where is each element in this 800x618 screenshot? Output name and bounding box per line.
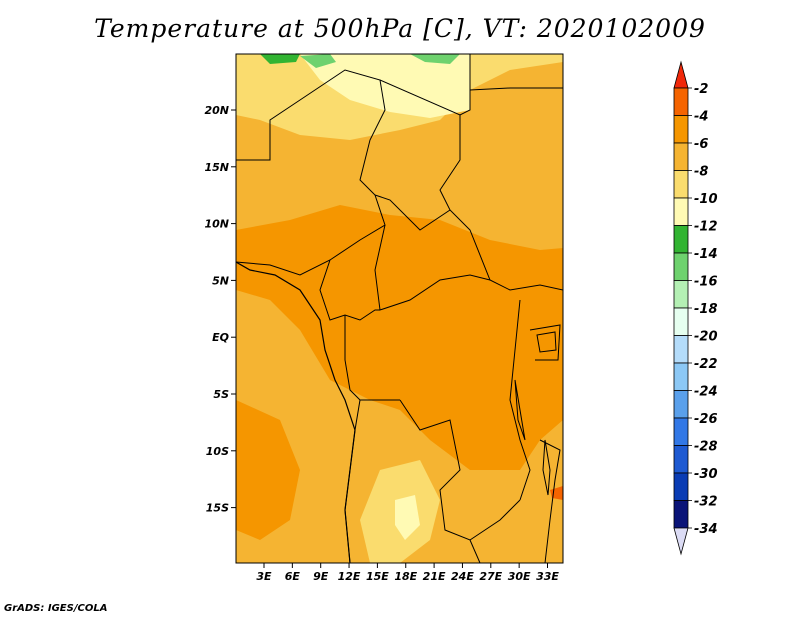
lat-tick-label: 5S [213, 388, 229, 401]
colorbar-label: -26 [694, 412, 718, 427]
lat-tick-label: 15N [204, 161, 229, 174]
colorbar-bottom-arrow [673, 527, 689, 556]
colorbar-label: -16 [694, 275, 718, 290]
colorbar-box [673, 252, 689, 281]
colorbar-top-arrow [673, 60, 689, 89]
lon-tick-label: 3E [256, 570, 272, 583]
colorbar-box [673, 445, 689, 474]
lon-tick-label: 12E [338, 570, 361, 583]
lon-tick-label: 30E [508, 570, 531, 583]
field-zone-central [236, 205, 563, 470]
colorbar-label: -24 [694, 385, 718, 400]
lake-victoria [536, 331, 557, 353]
colorbar-box [673, 115, 689, 144]
colorbar-box [673, 142, 689, 171]
colorbar-box [673, 390, 689, 419]
lon-tick-label: 33E [536, 570, 559, 583]
map-title: Temperature at 500hPa [C], VT: 202010200… [94, 14, 706, 43]
lake-malawi [542, 439, 551, 496]
colorbar-label: -14 [694, 247, 718, 262]
lon-tick-label: 15E [366, 570, 389, 583]
colorbar-label: -20 [694, 330, 718, 345]
coastline [236, 261, 356, 563]
lat-tick-label: 15S [206, 502, 229, 515]
lat-tick-label: 10S [206, 445, 229, 458]
country-borders [236, 54, 563, 563]
colorbar-box [673, 335, 689, 364]
colorbar-label: -18 [694, 302, 718, 317]
lon-tick-label: 18E [394, 570, 417, 583]
temperature-field [236, 54, 563, 563]
colorbar-box [673, 500, 689, 529]
colorbar-box [673, 87, 689, 116]
colorbar-label: -4 [694, 110, 708, 125]
field-zone-south-cool [395, 495, 420, 540]
lat-tick-label: 20N [204, 104, 229, 117]
latitude-axis: 20N 15N 10N 5N EQ 5S 10S 15S [204, 104, 236, 515]
colorbar-box [673, 280, 689, 309]
colorbar-label: -22 [694, 357, 718, 372]
colorbar-box [673, 197, 689, 226]
colorbar-label: -30 [694, 467, 718, 482]
lake-tanganyika [514, 379, 526, 441]
colorbar-label: -28 [694, 440, 718, 455]
colorbar-label: -8 [694, 165, 708, 180]
lon-tick-label: 24E [451, 570, 474, 583]
colorbar-box [673, 170, 689, 199]
lat-tick-label: EQ [212, 331, 229, 344]
colorbar-box [673, 472, 689, 501]
lat-tick-label: 10N [204, 218, 229, 231]
colorbar-box [673, 417, 689, 446]
colorbar-label: -34 [694, 522, 718, 537]
colorbar-label: -10 [694, 192, 718, 207]
colorbar-box [673, 307, 689, 336]
lat-tick-label: 5N [212, 274, 229, 287]
colorbar-box [673, 362, 689, 391]
lon-tick-label: 27E [479, 570, 502, 583]
lon-tick-label: 9E [313, 570, 329, 583]
field-zone-green-2 [300, 54, 336, 68]
colorbar-label: -12 [694, 220, 718, 235]
field-zone-green-3 [410, 54, 460, 64]
grads-credit: GrADS: IGES/COLA [4, 603, 108, 614]
longitude-axis: 3E 6E 9E 12E 15E 18E 21E 24E 27E 30E 33E [256, 563, 559, 583]
map-frame [235, 53, 564, 564]
field-zone-green-1 [260, 54, 300, 64]
lon-tick-label: 6E [285, 570, 301, 583]
field-zone-southwest [236, 400, 300, 540]
colorbar-label: -6 [694, 137, 708, 152]
field-zone-north-cool [300, 54, 470, 118]
colorbar-label: -2 [694, 82, 708, 97]
colorbar-box [673, 225, 689, 254]
lon-tick-label: 21E [423, 570, 446, 583]
colorbar: -2 -4 -6 -8 -10 -12 -14 -16 -18 -20 -22 -24 -26 -28 -3… [673, 60, 718, 556]
colorbar-label: -32 [694, 495, 718, 510]
